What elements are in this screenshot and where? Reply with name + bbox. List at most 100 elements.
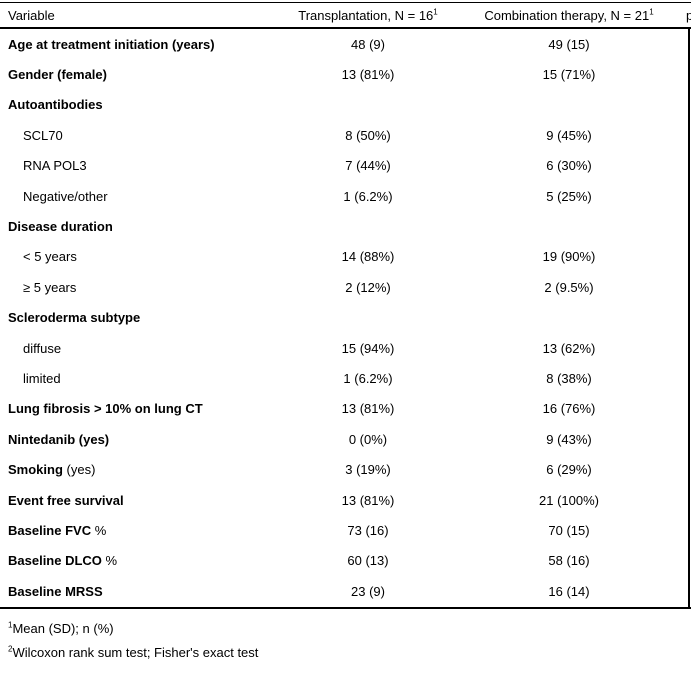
row-label-main: Scleroderma subtype: [8, 310, 141, 326]
value-transplantation: 1 (6.2%): [343, 370, 393, 386]
row-label: Baseline FVC %: [0, 523, 288, 538]
col-header-transplantation-label: Transplantation, N = 16: [298, 7, 434, 23]
value-combination: 16 (76%): [542, 401, 596, 417]
col-header-variable: Variable: [8, 7, 55, 23]
row-label: ≥ 5 years: [0, 280, 288, 295]
table-row: limited 1 (6.2%) 8 (38%): [0, 363, 691, 393]
row-label-main: Negative/other: [23, 188, 108, 204]
row-label-main: diffuse: [23, 340, 62, 356]
row-label-main: Lung fibrosis > 10% on lung CT: [8, 401, 203, 417]
row-label: limited: [0, 371, 288, 386]
row-label: RNA POL3: [0, 158, 288, 173]
value-transplantation: 73 (16): [347, 522, 389, 538]
table-row: Lung fibrosis > 10% on lung CT 13 (81%) …: [0, 394, 691, 424]
table-header-row: Variable Transplantation, N = 161 Combin…: [0, 3, 691, 27]
row-label-main: RNA POL3: [23, 158, 87, 174]
row-label-suffix: %: [101, 553, 118, 569]
value-transplantation: 60 (13): [347, 553, 389, 569]
row-label-main: SCL70: [23, 127, 63, 143]
row-label: SCL70: [0, 128, 288, 143]
table-row: Smoking (yes) 3 (19%) 6 (29%): [0, 454, 691, 484]
row-label: Autoantibodies: [0, 97, 288, 112]
row-label: Negative/other: [0, 189, 288, 204]
value-transplantation: 13 (81%): [341, 492, 395, 508]
footnote-mean-sd: 1Mean (SD); n (%): [8, 617, 258, 641]
value-combination: 6 (30%): [546, 158, 592, 174]
row-label: diffuse: [0, 341, 288, 356]
row-label: Baseline DLCO %: [0, 553, 288, 568]
value-combination: 9 (45%): [546, 127, 592, 143]
row-label-suffix: (yes): [62, 462, 96, 478]
row-label-main: limited: [23, 370, 61, 386]
row-label: Gender (female): [0, 67, 288, 82]
table-row: Disease duration: [0, 211, 691, 241]
value-combination: 5 (25%): [546, 188, 592, 204]
value-combination: 58 (16): [548, 553, 590, 569]
row-label: Event free survival: [0, 493, 288, 508]
table-row: Baseline DLCO % 60 (13) 58 (16): [0, 546, 691, 576]
row-label: Disease duration: [0, 219, 288, 234]
value-combination: 19 (90%): [542, 249, 596, 265]
table-row: ≥ 5 years 2 (12%) 2 (9.5%): [0, 272, 691, 302]
row-label-main: Nintedanib (yes): [8, 431, 110, 447]
row-label-main: ≥ 5 years: [23, 279, 77, 295]
table-row: Age at treatment initiation (years) 48 (…: [0, 29, 691, 59]
value-combination: 21 (100%): [539, 492, 599, 508]
row-label: Scleroderma subtype: [0, 310, 288, 325]
table-row: Gender (female) 13 (81%) 15 (71%): [0, 59, 691, 89]
value-transplantation: 48 (9): [351, 36, 385, 52]
table-bottom-rule: [0, 607, 691, 609]
row-label: Lung fibrosis > 10% on lung CT: [0, 401, 288, 416]
col-header-pvalue-clipped: p: [686, 7, 691, 23]
table-row: < 5 years 14 (88%) 19 (90%): [0, 242, 691, 272]
row-label-main: Autoantibodies: [8, 97, 103, 113]
value-combination: 13 (62%): [542, 340, 596, 356]
row-label-main: Event free survival: [8, 492, 124, 508]
value-combination: 6 (29%): [546, 462, 592, 478]
row-label-main: Smoking: [8, 462, 63, 478]
row-label-main: Baseline DLCO: [8, 553, 102, 569]
value-transplantation: 14 (88%): [341, 249, 395, 265]
table-footnotes: 1Mean (SD); n (%) 2Wilcoxon rank sum tes…: [0, 609, 258, 665]
value-combination: 9 (43%): [546, 431, 592, 447]
row-label-suffix: %: [91, 522, 107, 538]
value-combination: 15 (71%): [542, 67, 596, 83]
footnote-text: Mean (SD); n (%): [12, 621, 114, 636]
right-column-rule: [688, 29, 690, 607]
table-top-rule: [0, 2, 691, 3]
table-row: diffuse 15 (94%) 13 (62%): [0, 333, 691, 363]
footnote-marker-1: 1: [649, 7, 654, 17]
col-header-combination: Combination therapy, N = 211: [468, 8, 670, 23]
value-transplantation: 2 (12%): [345, 279, 391, 295]
value-transplantation: 1 (6.2%): [343, 188, 393, 204]
table-row: Baseline MRSS 23 (9) 16 (14): [0, 576, 691, 606]
value-transplantation: 23 (9): [351, 583, 385, 599]
row-label-main: Baseline FVC: [8, 522, 92, 538]
row-label: < 5 years: [0, 249, 288, 264]
row-label-main: Disease duration: [8, 219, 113, 235]
row-label: Baseline MRSS: [0, 584, 288, 599]
table-row: Baseline FVC % 73 (16) 70 (15): [0, 515, 691, 545]
table-row: RNA POL3 7 (44%) 6 (30%): [0, 151, 691, 181]
row-label: Nintedanib (yes): [0, 432, 288, 447]
value-transplantation: 13 (81%): [341, 67, 395, 83]
table-body: Age at treatment initiation (years) 48 (…: [0, 29, 691, 606]
table-row: Negative/other 1 (6.2%) 5 (25%): [0, 181, 691, 211]
value-transplantation: 13 (81%): [341, 401, 395, 417]
value-transplantation: 15 (94%): [341, 340, 395, 356]
value-combination: 49 (15): [548, 36, 590, 52]
table-row: Scleroderma subtype: [0, 303, 691, 333]
footnote-marker-1: 1: [8, 620, 13, 630]
row-label-main: Age at treatment initiation (years): [8, 36, 215, 52]
value-combination: 8 (38%): [546, 370, 592, 386]
row-label-main: Gender (female): [8, 67, 107, 83]
col-header-transplantation: Transplantation, N = 161: [288, 8, 448, 23]
footnote-text: Wilcoxon rank sum test; Fisher's exact t…: [12, 645, 259, 660]
footnote-marker-2: 2: [8, 644, 13, 654]
value-combination: 16 (14): [548, 583, 590, 599]
value-combination: 70 (15): [548, 522, 590, 538]
footnote-marker-1: 1: [433, 7, 438, 17]
table-row: Autoantibodies: [0, 90, 691, 120]
col-header-combination-label: Combination therapy, N = 21: [484, 7, 650, 23]
